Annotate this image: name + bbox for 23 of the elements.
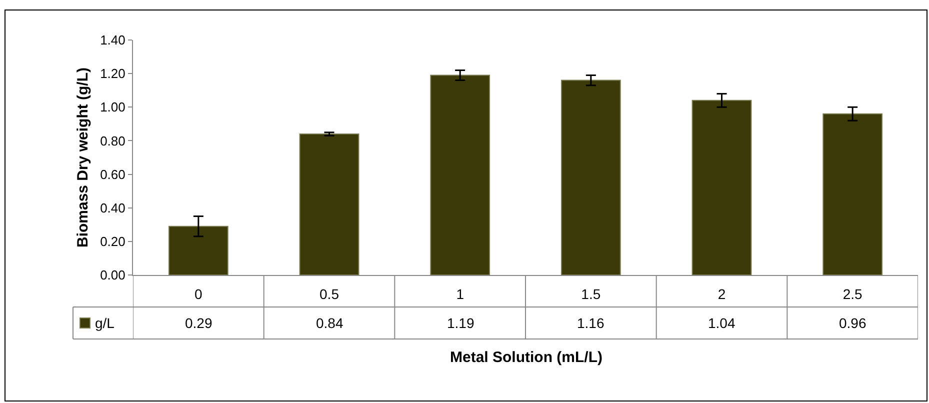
- y-tick-label: 0.00: [100, 268, 126, 283]
- data-label: 1.16: [577, 315, 604, 331]
- x-tick-label: 2.5: [842, 286, 863, 302]
- data-label: 1.04: [708, 315, 736, 331]
- x-tick-label: 2: [718, 286, 726, 302]
- data-label: 0.84: [316, 315, 344, 331]
- x-tick-label: 1: [456, 286, 464, 302]
- y-tick-label: 1.40: [100, 32, 126, 48]
- x-tick-label: 1.5: [581, 286, 601, 302]
- y-tick-label: 1.00: [100, 100, 126, 115]
- y-tick-label: 0.20: [100, 234, 126, 249]
- x-axis-title: Metal Solution (mL/L): [450, 349, 602, 366]
- y-tick-label: 0.40: [100, 200, 126, 216]
- y-tick-label: 1.20: [100, 66, 126, 82]
- y-tick-label: 0.80: [100, 133, 126, 148]
- x-tick-label: 0: [194, 286, 203, 302]
- legend-label: g/L: [95, 315, 115, 331]
- data-label: 0.96: [839, 315, 866, 331]
- data-label: 0.29: [185, 315, 212, 331]
- y-tick-label: 0.60: [100, 166, 126, 182]
- y-axis-title: Biomass Dry weight (g/L): [74, 67, 92, 248]
- x-tick-label: 0.5: [320, 286, 340, 302]
- data-label: 1.19: [447, 315, 474, 331]
